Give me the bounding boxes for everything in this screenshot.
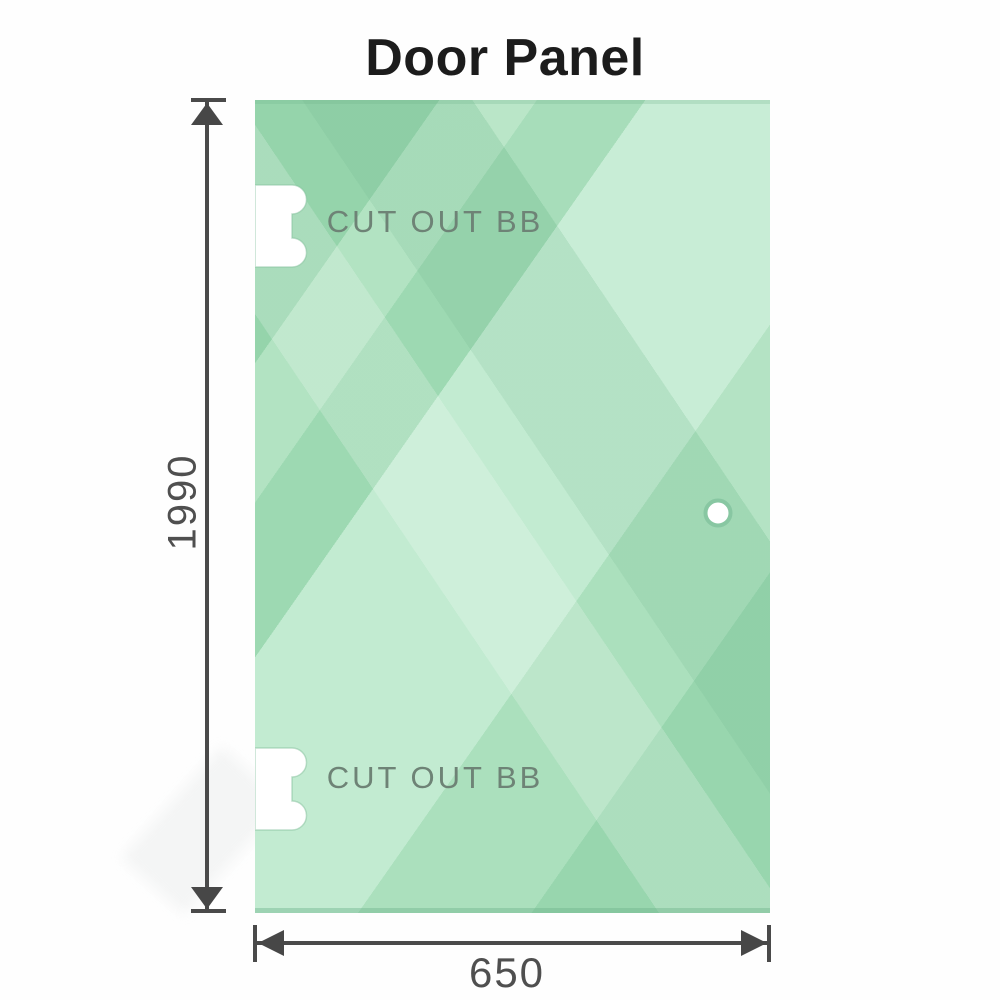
- hinge-cutout-top-icon: [255, 184, 308, 268]
- height-dimension-line: [205, 102, 209, 910]
- width-dimension-line: [257, 941, 768, 945]
- glass-panel: [255, 100, 770, 913]
- handle-hole-icon: [703, 498, 733, 528]
- dimension-arrow-up-icon: [191, 103, 223, 125]
- height-dimension-cap-bottom: [191, 909, 226, 913]
- cutout-bottom-label: CUT OUT BB: [326, 760, 544, 795]
- cutout-top-label: CUT OUT BB: [326, 204, 544, 239]
- panel-cutouts-svg: [255, 184, 733, 831]
- width-dimension-tick-right: [767, 925, 771, 962]
- page-title: Door Panel: [365, 29, 645, 87]
- hinge-cutout-bottom-icon: [255, 747, 308, 831]
- height-dimension-label: 1990: [160, 453, 205, 551]
- dimension-arrow-right-icon: [741, 930, 767, 956]
- dimension-arrow-left-icon: [258, 930, 284, 956]
- height-dimension-cap-top: [191, 98, 226, 102]
- width-dimension-tick-left: [253, 925, 257, 962]
- dimension-arrow-down-icon: [191, 887, 223, 909]
- width-dimension-label: 650: [468, 949, 546, 996]
